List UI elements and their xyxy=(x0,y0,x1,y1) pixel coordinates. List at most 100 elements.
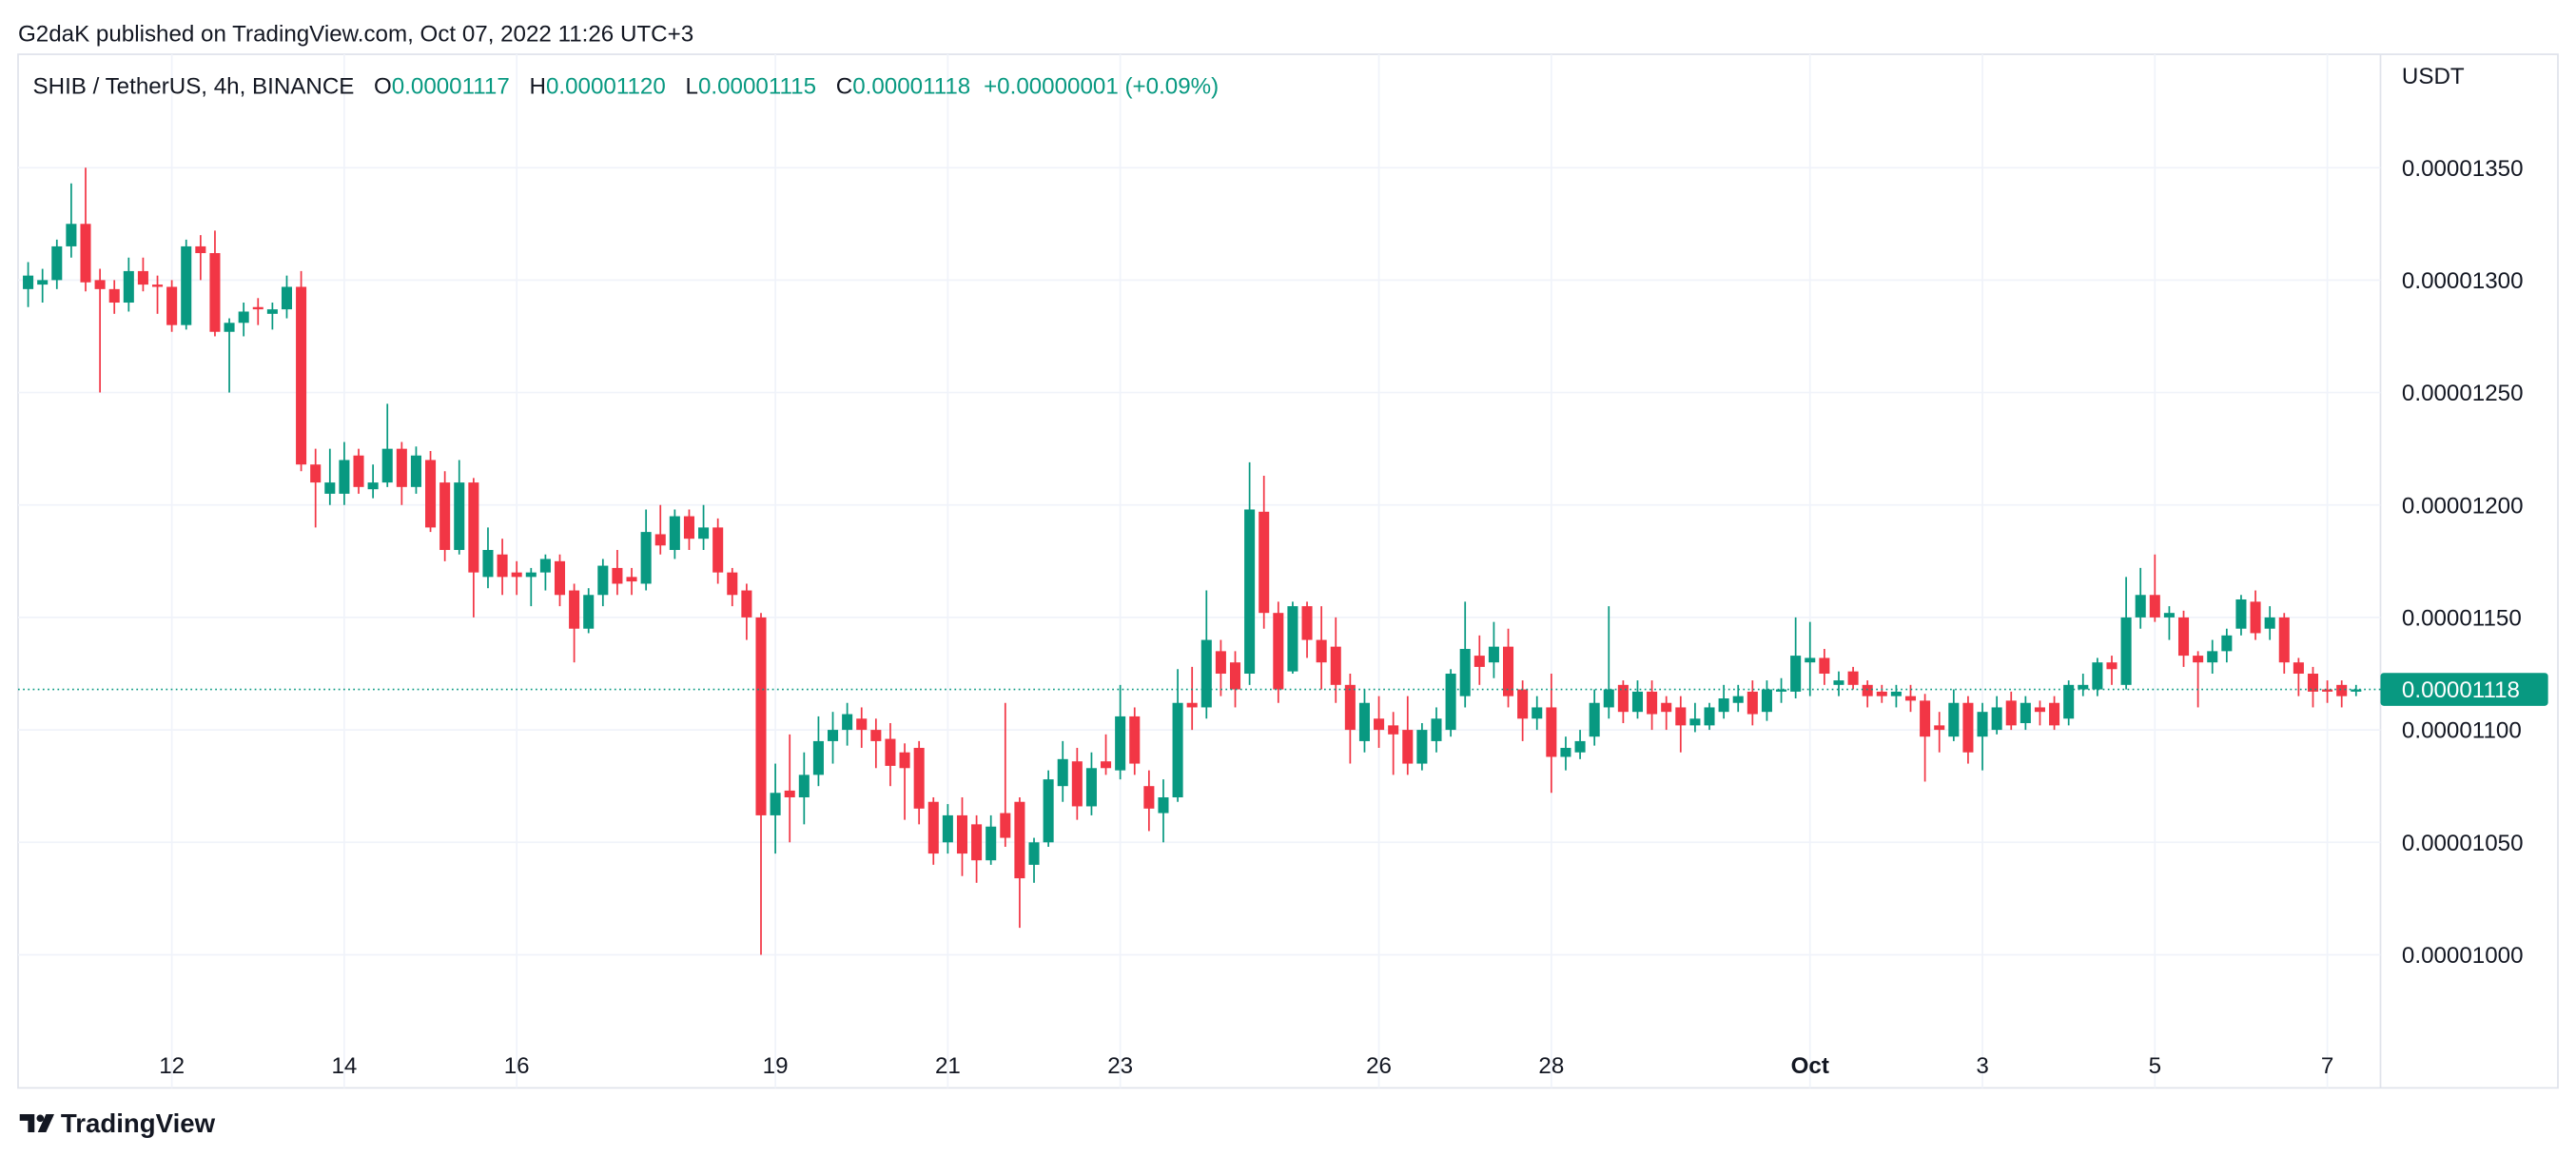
legend-value: 0.00001117 xyxy=(392,74,510,100)
candle-body xyxy=(828,730,839,741)
candle-body xyxy=(1977,712,1988,737)
candle-body xyxy=(913,748,925,809)
candle-body xyxy=(454,482,465,551)
candle-body xyxy=(2063,684,2075,719)
candle-body xyxy=(1589,702,1600,737)
candle-body xyxy=(755,617,767,815)
candle-body xyxy=(1962,702,1974,753)
candle-body xyxy=(1517,689,1529,719)
candle-body xyxy=(1833,680,1844,685)
candle-body xyxy=(511,572,522,578)
candle-body xyxy=(482,550,494,578)
y-tick-label: 0.00001000 xyxy=(2402,943,2524,969)
candle-body xyxy=(640,532,652,584)
legend-key: C xyxy=(836,74,852,100)
candle-body xyxy=(2163,613,2175,618)
legend-value: 0.00001120 xyxy=(546,74,666,100)
x-tick-label: 19 xyxy=(763,1053,789,1079)
candle-body xyxy=(812,740,824,775)
candle-body xyxy=(1431,718,1442,741)
candle-body xyxy=(1416,730,1428,764)
candle-body xyxy=(367,482,379,490)
candle-body xyxy=(410,455,421,487)
candle-body xyxy=(1014,801,1025,879)
x-tick-label: 7 xyxy=(2321,1053,2333,1079)
y-tick-label: 0.00001150 xyxy=(2402,606,2522,632)
candle-body xyxy=(1200,639,1212,708)
candle-body xyxy=(1259,511,1270,614)
candle-body xyxy=(339,460,350,494)
legend-value: 0.00001118 xyxy=(852,74,970,100)
candle-body xyxy=(1904,696,1917,701)
candle-body xyxy=(1143,786,1155,809)
candle-body xyxy=(1301,606,1313,640)
candle-body xyxy=(956,814,968,854)
candle-body xyxy=(2078,684,2089,690)
candle-body xyxy=(2293,662,2304,675)
x-tick-label: 28 xyxy=(1538,1053,1564,1079)
candle-body xyxy=(1402,730,1414,764)
candle-body xyxy=(971,824,983,861)
candle-body xyxy=(66,224,77,246)
candle-body xyxy=(80,224,91,283)
candle-body xyxy=(1172,702,1183,798)
candle-body xyxy=(1502,646,1514,696)
candle-body xyxy=(51,245,63,281)
candle-body xyxy=(23,275,34,289)
candle-body xyxy=(1689,718,1701,726)
y-tick-label: 0.00001350 xyxy=(2402,156,2524,182)
candle-body xyxy=(1445,674,1456,731)
candle-body xyxy=(209,253,221,332)
candle-body xyxy=(899,752,910,769)
logo-slash xyxy=(37,1114,54,1133)
brand-name: TradingView xyxy=(61,1108,216,1138)
x-tick-label: 26 xyxy=(1366,1053,1392,1079)
x-tick-label: Oct xyxy=(1791,1053,1829,1079)
candle-body xyxy=(1862,684,1873,696)
candle-body xyxy=(1229,662,1241,690)
candle-body xyxy=(1316,639,1327,663)
candles xyxy=(23,167,2362,955)
candle-body xyxy=(927,801,939,854)
candle-body xyxy=(324,482,336,494)
candle-body xyxy=(2278,617,2290,663)
candle-body xyxy=(1129,716,1141,764)
candle-body xyxy=(37,280,49,285)
candle-body xyxy=(353,455,364,487)
chart-frame xyxy=(17,53,2559,1089)
candle-body xyxy=(712,527,724,573)
y-tick-label: 0.00001100 xyxy=(2402,718,2522,744)
candle-body xyxy=(137,270,148,285)
currency-label: USDT xyxy=(2402,64,2465,89)
candle-body xyxy=(1934,725,1945,731)
candle-body xyxy=(554,560,566,596)
candle-body xyxy=(654,534,666,546)
candle-body xyxy=(2351,689,2362,692)
candle-body xyxy=(2336,684,2348,696)
x-tick-label: 16 xyxy=(504,1053,530,1079)
candle-body xyxy=(439,482,451,551)
candle-body xyxy=(252,306,263,310)
candle-body xyxy=(2221,635,2233,652)
candle-body xyxy=(2235,599,2247,629)
candle-body xyxy=(1805,657,1816,663)
candle-body xyxy=(1028,842,1040,865)
candle-body xyxy=(1675,707,1687,726)
candle-body xyxy=(1158,797,1169,814)
candle-body xyxy=(310,464,322,483)
candle-body xyxy=(986,826,997,861)
y-tick-label: 0.00001200 xyxy=(2402,493,2524,519)
candle-body xyxy=(1890,691,1902,696)
candle-body xyxy=(2020,702,2031,724)
candle-body xyxy=(539,559,551,573)
candle-body xyxy=(525,572,537,578)
x-tick-label: 14 xyxy=(331,1053,357,1079)
brand-logo: TradingView xyxy=(19,1108,216,1138)
candle-body xyxy=(1747,691,1758,715)
candle-body xyxy=(1374,718,1385,731)
candle-body xyxy=(1215,651,1226,675)
candle-body xyxy=(296,286,307,465)
candle-body xyxy=(1330,646,1341,685)
candle-body xyxy=(1819,657,1830,675)
